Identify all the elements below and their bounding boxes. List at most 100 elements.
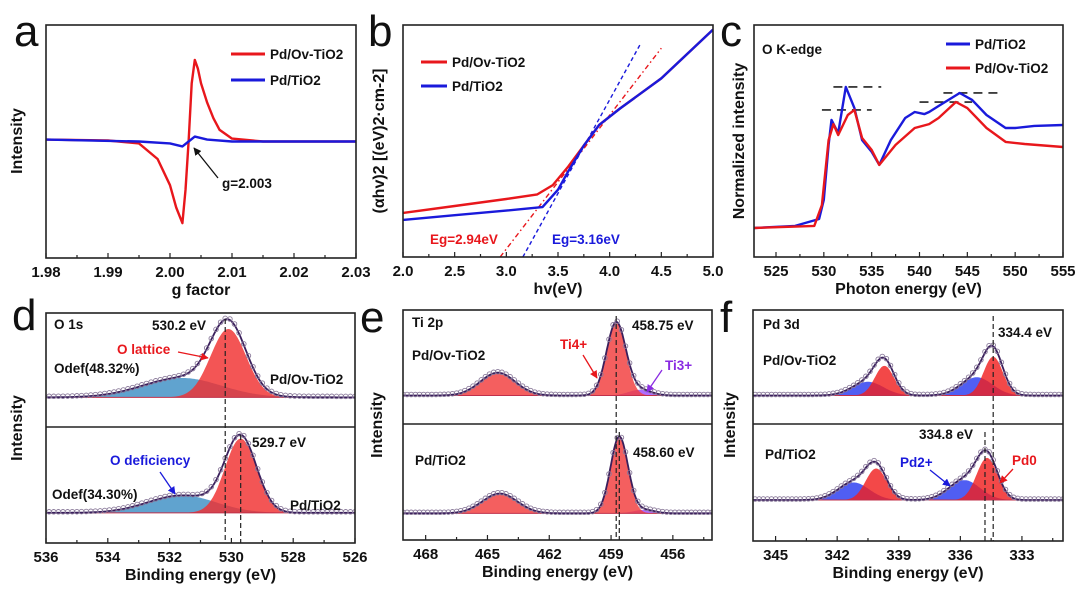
- data-point: [793, 496, 799, 502]
- data-point: [998, 359, 1005, 366]
- data-point: [208, 484, 215, 490]
- annotation: Ti3+: [665, 358, 692, 373]
- legend-label: Pd/TiO2: [452, 79, 503, 94]
- fit-component: [46, 495, 355, 513]
- data-point: [805, 391, 812, 398]
- panel-c: c Pd/TiO2 Pd/Ov-TiO2 525 530 535 540 545 550 555 P…: [720, 7, 1076, 298]
- data-point: [834, 486, 840, 492]
- data-point: [805, 496, 812, 502]
- x-tick-label: 532: [157, 549, 182, 566]
- data-point: [672, 391, 678, 398]
- data-point: [565, 509, 571, 516]
- panel-letter: a: [14, 7, 39, 56]
- data-point: [801, 391, 808, 398]
- series-line: [754, 100, 1063, 230]
- data-point: [978, 449, 984, 455]
- data-point: [854, 472, 861, 479]
- series-line: [754, 85, 1063, 230]
- data-point: [635, 380, 641, 386]
- data-point: [772, 391, 779, 398]
- data-point: [781, 391, 787, 398]
- data-point: [863, 463, 869, 470]
- data-point: [789, 391, 795, 398]
- data-point: [1035, 391, 1042, 398]
- data-point: [663, 391, 670, 397]
- data-point: [883, 474, 890, 481]
- annotation: 530.2 eV: [152, 318, 206, 333]
- data-point: [867, 459, 873, 466]
- data-point: [437, 509, 443, 516]
- data-point: [1043, 496, 1050, 502]
- data-point: [441, 509, 447, 515]
- data-point: [1056, 391, 1062, 398]
- data-point: [408, 391, 414, 398]
- data-point: [801, 496, 808, 502]
- data-point: [887, 482, 894, 489]
- annotation: O K-edge: [762, 42, 822, 57]
- data-point: [241, 341, 247, 347]
- data-point: [602, 355, 608, 361]
- data-point: [639, 384, 645, 390]
- data-point: [630, 372, 637, 379]
- x-tick-label: 540: [907, 263, 932, 280]
- data-point: [781, 496, 787, 502]
- data-point: [961, 472, 968, 478]
- data-point: [598, 371, 604, 378]
- data-point: [482, 373, 489, 380]
- data-point: [1010, 494, 1017, 501]
- data-point: [1023, 496, 1029, 502]
- data-point: [912, 496, 918, 502]
- data-point: [1002, 486, 1009, 493]
- data-point: [753, 496, 758, 502]
- data-point: [696, 391, 703, 398]
- data-point: [663, 509, 670, 515]
- x-tick-label: 1.99: [93, 264, 122, 281]
- fit-component: [403, 493, 712, 514]
- data-point: [986, 342, 992, 349]
- data-point: [668, 509, 674, 515]
- axes-frame: [402, 24, 714, 258]
- data-point: [789, 496, 795, 502]
- annotation: Eg=3.16eV: [552, 232, 620, 247]
- annotation: 458.75 eV: [632, 318, 694, 333]
- data-point: [850, 475, 857, 482]
- x-axis-label: Binding energy (eV): [832, 565, 983, 582]
- x-tick-label: 2.5: [444, 263, 465, 280]
- x-tick-label: 4.0: [599, 263, 620, 280]
- data-point: [278, 505, 284, 512]
- data-point: [626, 360, 633, 366]
- x-tick-label: 2.03: [341, 264, 370, 281]
- data-point: [404, 391, 410, 398]
- data-point: [1035, 496, 1042, 502]
- data-point: [250, 363, 256, 370]
- annotation: Ti4+: [560, 337, 587, 352]
- data-point: [194, 360, 201, 367]
- data-point: [585, 509, 592, 515]
- data-point: [1047, 391, 1054, 398]
- x-tick-label: 456: [660, 546, 685, 563]
- data-point: [499, 489, 505, 496]
- annotation: Eg=2.94eV: [430, 232, 498, 247]
- x-tick-label: 3.5: [548, 263, 569, 280]
- data-point: [203, 488, 210, 494]
- data-point: [692, 391, 699, 398]
- data-point: [552, 391, 559, 398]
- x-axis-label: Binding energy (eV): [482, 564, 633, 581]
- annotation-arrow: [193, 147, 219, 179]
- panel-letter: b: [368, 7, 392, 56]
- data-point: [482, 495, 489, 502]
- legend-label: Pd/TiO2: [975, 37, 1026, 52]
- data-point: [519, 501, 526, 507]
- data-point: [692, 509, 699, 516]
- data-point: [928, 391, 935, 397]
- envelope-line: [753, 344, 1063, 397]
- data-point: [273, 390, 279, 397]
- data-point: [863, 373, 869, 380]
- data-point: [606, 336, 612, 343]
- data-point: [900, 385, 906, 392]
- y-axis-label: (αhv)2 [(eV)2·cm-2]: [371, 69, 388, 214]
- data-point: [1047, 496, 1054, 502]
- data-point: [511, 377, 517, 383]
- data-point: [470, 383, 476, 389]
